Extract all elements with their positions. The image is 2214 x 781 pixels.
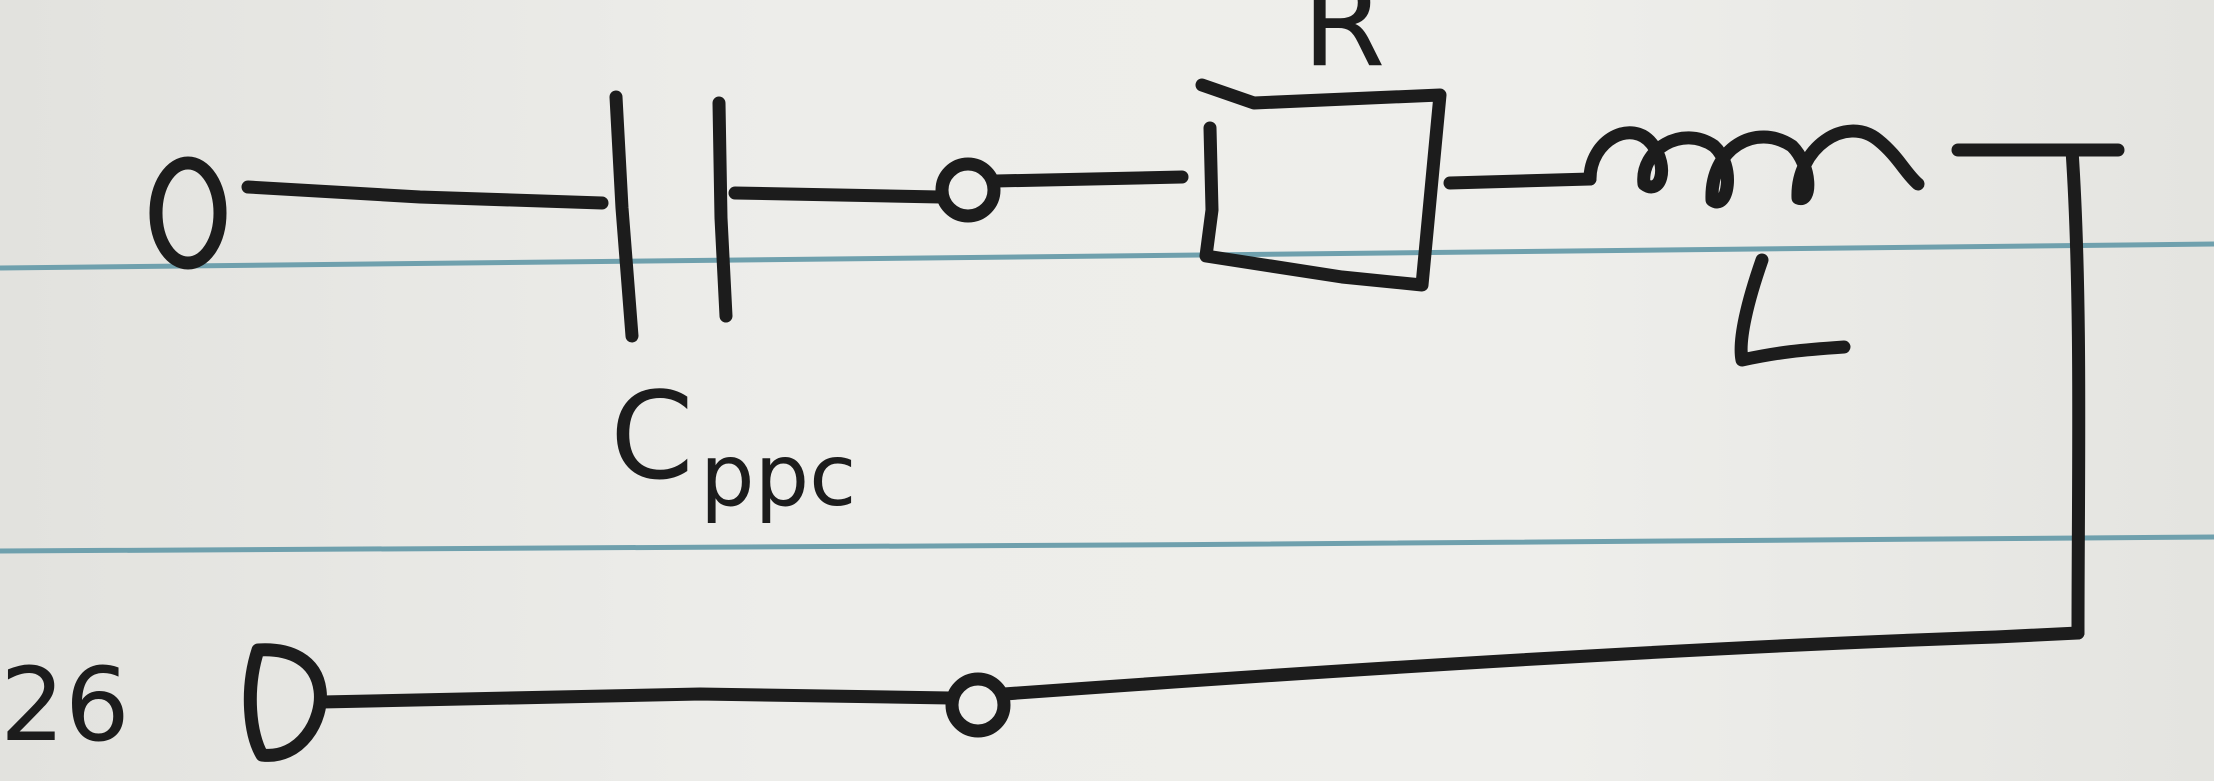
resistor-label: R (1302, 0, 1385, 94)
capacitor-label: C (610, 368, 694, 507)
capacitor-plate-right (712, 96, 733, 323)
wire-terminal-to-capacitor (241, 180, 609, 210)
ruled-line-upper (0, 241, 2214, 271)
inductor-label-glyph (1734, 253, 1851, 367)
terminal-number-label: 26 (0, 646, 130, 765)
wire-capacitor-to-node (728, 186, 947, 204)
wire-resistor-to-inductor (1443, 172, 1597, 190)
wire-right-vertical (2065, 143, 2086, 640)
wire-bottom-return (997, 626, 2085, 701)
wire-node-to-resistor (989, 170, 1189, 188)
capacitor-plate-left (609, 90, 639, 343)
junction-node-bottom (945, 672, 1011, 738)
ruled-line-lower (0, 534, 2214, 554)
terminal-top-left (149, 156, 227, 270)
wire-bottom-to-terminal (315, 687, 957, 709)
terminal-bottom-left (243, 643, 327, 762)
inductor-coil (1583, 124, 1925, 209)
resistor-box (1195, 78, 1447, 292)
junction-node-top (935, 157, 1001, 223)
capacitor-label-subscript: ppc (700, 426, 856, 526)
